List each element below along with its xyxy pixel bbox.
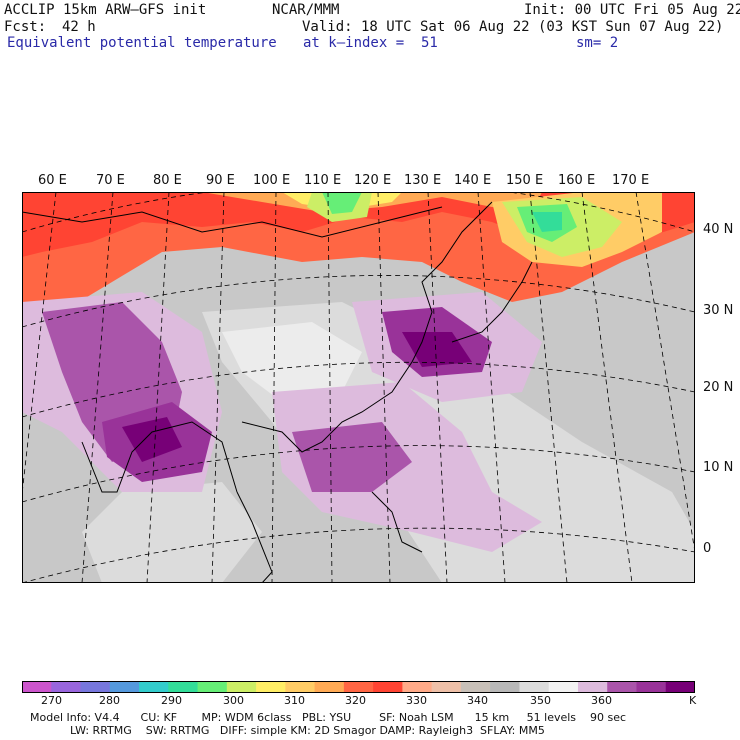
colorbar-swatch (80, 681, 111, 693)
colorbar-tick: 340 (467, 694, 488, 707)
level-label: at k–index = 51 (303, 35, 438, 51)
coastline-malay (236, 491, 273, 583)
lon-label: 120 E (354, 173, 392, 188)
colorbar-swatch (197, 681, 228, 693)
forecast-label: Fcst: (4, 19, 47, 35)
lat-label: 0 (703, 541, 712, 556)
colorbar (22, 681, 695, 693)
model-title: ACCLIP 15km ARW–GFS init (4, 2, 207, 18)
colorbar-swatch (373, 681, 403, 693)
coastline-philippines (371, 491, 423, 553)
border-north (22, 206, 443, 238)
colorbar-swatch (109, 681, 140, 693)
colorbar-swatch (314, 681, 345, 693)
lat-label: 40 N (703, 222, 734, 237)
smoothing-label: sm= 2 (576, 35, 619, 51)
center-label: NCAR/MMM (272, 2, 340, 18)
colorbar-swatch (431, 681, 462, 693)
lon-label: 100 E (253, 173, 291, 188)
colorbar-swatch (22, 681, 52, 693)
lon-label: 80 E (153, 173, 182, 188)
colorbar-swatch (256, 681, 286, 693)
forecast-hour: 42 h (62, 19, 96, 35)
lon-label: 70 E (96, 173, 125, 188)
colorbar-swatch (665, 681, 695, 693)
lat-label: 30 N (703, 303, 734, 318)
colorbar-tick: 320 (345, 694, 366, 707)
lon-label: 150 E (506, 173, 544, 188)
green-patch (322, 192, 362, 214)
field-name: Equivalent potential temperature (7, 35, 277, 51)
colorbar-tick: 300 (223, 694, 244, 707)
lon-label: 110 E (304, 173, 342, 188)
meridians (22, 192, 695, 583)
coastline-japan (451, 261, 533, 343)
scs-high-region (292, 422, 412, 492)
init-time: Init: 00 UTC Fri 05 Aug 22 (524, 2, 740, 18)
colorbar-tick: 360 (591, 694, 612, 707)
colorbar-tick: 290 (161, 694, 182, 707)
colorbar-tick: 330 (406, 694, 427, 707)
colorbar-tick: 270 (41, 694, 62, 707)
model-info-line1: Model Info: V4.4 CU: KF MP: WDM 6class P… (30, 711, 627, 724)
colorbar-frame (22, 681, 695, 693)
lon-label: 130 E (404, 173, 442, 188)
colorbar-swatch (636, 681, 667, 693)
lat-label: 10 N (703, 460, 734, 475)
colorbar-swatch (490, 681, 520, 693)
light-grey-region-sw (82, 482, 262, 583)
theta-e-map (22, 192, 695, 583)
colorbar-swatch (402, 681, 433, 693)
lon-label: 140 E (454, 173, 492, 188)
colorbar-swatch (607, 681, 637, 693)
colorbar-tick: 310 (284, 694, 305, 707)
colorbar-swatch (519, 681, 550, 693)
map-frame (22, 192, 695, 583)
colorbar-tick: 280 (99, 694, 120, 707)
model-info-line2: LW: RRTMG SW: RRTMG DIFF: simple KM: 2D … (70, 724, 545, 737)
pale-grey-region (222, 322, 362, 402)
lat-label: 20 N (703, 380, 734, 395)
colorbar-swatch (285, 681, 316, 693)
colorbar-swatch (139, 681, 169, 693)
colorbar-swatch (548, 681, 579, 693)
valid-time: Valid: 18 UTC Sat 06 Aug 22 (03 KST Sun … (302, 19, 724, 35)
ne-teal-region (532, 212, 562, 232)
lon-label: 90 E (206, 173, 235, 188)
colorbar-swatch (460, 681, 491, 693)
lon-label: 170 E (612, 173, 650, 188)
coastline-india (81, 421, 238, 493)
colorbar-unit: K (689, 694, 697, 707)
lon-label: 160 E (558, 173, 596, 188)
colorbar-swatch (343, 681, 374, 693)
colorbar-swatch (168, 681, 199, 693)
colorbar-swatch (226, 681, 257, 693)
colorbar-swatch (51, 681, 82, 693)
lon-label: 60 E (38, 173, 67, 188)
colorbar-swatch (577, 681, 608, 693)
colorbar-tick: 350 (530, 694, 551, 707)
